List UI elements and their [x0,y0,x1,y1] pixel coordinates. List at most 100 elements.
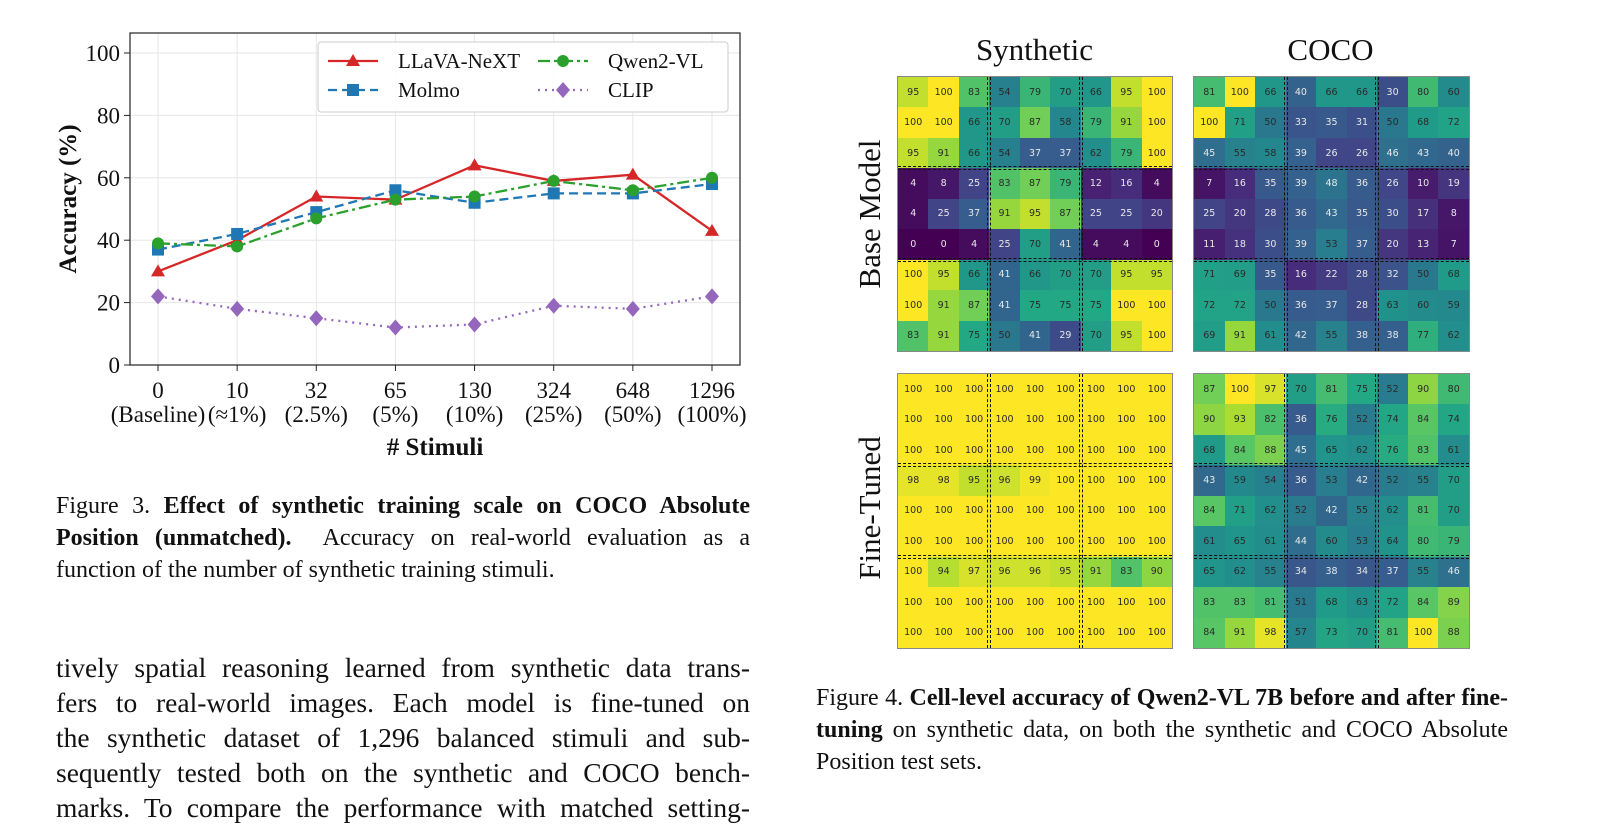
heatmap-cell: 87 [1050,198,1081,230]
x-tick-sublabel: (2.5%) [285,402,348,427]
heatmap-block-divider-vertical [1375,374,1380,648]
heatmap-cell: 30 [1377,77,1408,108]
heatmap-cell: 100 [989,617,1020,648]
heatmap-cell: 37 [1346,229,1378,260]
heatmap-cell: 100 [898,495,929,527]
heatmap-cell: 100 [898,259,929,291]
heatmap-block-divider-vertical [987,77,992,351]
data-point-clip [230,300,245,317]
heatmap-cell: 100 [1080,404,1112,435]
series-group [151,158,719,336]
y-tick-label: 20 [97,291,120,316]
heatmap-cell: 16 [1224,168,1256,199]
heatmap-cell: 99 [1019,465,1051,496]
heatmap-cell: 100 [1019,495,1051,527]
heatmap-cell: 79 [1080,107,1112,138]
heatmap-cell: 0 [1141,229,1172,260]
heatmap-cell: 69 [1224,259,1256,291]
heatmap-cell: 100 [928,434,959,466]
heatmap-cell: 19 [1438,168,1469,199]
heatmap-cell: 100 [1141,320,1172,351]
heatmap-cell: 66 [958,107,990,138]
data-point-clip [546,297,561,314]
heatmap-cell: 100 [898,290,929,321]
x-tick-sublabel: (100%) [678,402,747,427]
data-point-qwen2-vl [706,171,718,184]
heatmap-cell: 84 [1194,617,1225,648]
heatmap-cell: 96 [989,556,1020,588]
figure4-title: Cell-level accuracy of Qwen2-VL 7B befor… [816,685,1508,743]
heatmap-cell: 32 [1377,259,1408,291]
heatmap-cell: 52 [1285,495,1317,527]
heatmap-cell: 55 [1316,320,1347,351]
y-tick-label: 80 [97,103,120,128]
heatmap-cell: 94 [928,556,959,588]
heatmap-cell: 11 [1194,229,1225,260]
heatmap-cell: 28 [1255,198,1286,230]
heatmap-cell: 71 [1224,495,1256,527]
heatmap-cell: 95 [1111,320,1142,351]
heatmap-cell: 50 [1407,259,1439,291]
heatmap-cell: 60 [1407,290,1439,321]
heatmap-cell: 72 [1438,107,1469,138]
legend-label-qwen2-vl: Qwen2-VL [608,49,704,73]
heatmap-cell: 81 [1407,495,1439,527]
heatmap-cell: 55 [1407,556,1439,588]
heatmap-cell: 66 [1346,77,1378,108]
legend-marker-qwen2-vl [557,55,569,67]
figure3-line-chart: 0204060801000(Baseline)10(≈1%)32(2.5%)65… [55,32,747,461]
heatmap-cell: 100 [958,617,990,648]
heatmap-cell: 39 [1285,229,1317,260]
heatmap-cell: 28 [1346,290,1378,321]
heatmap-row-title-finetuned: Fine-Tuned [852,436,887,580]
heatmap-cell: 77 [1407,320,1439,351]
heatmap-finetuned-synthetic: 100 100 100 100 100 100 100 100 100 100 100 100 100 1… [897,373,1173,649]
data-point-llava-next [625,167,640,180]
data-point-qwen2-vl [231,240,244,253]
heatmap-cell: 50 [1255,290,1286,321]
heatmap-cell: 100 [1080,374,1112,405]
heatmap-cell: 84 [1407,587,1439,618]
heatmap-cell: 95 [958,465,990,496]
heatmap-cell: 26 [1346,137,1378,169]
heatmap-cell: 100 [1019,434,1051,466]
heatmap-cell: 75 [1346,374,1378,405]
data-point-llava-next [467,158,482,171]
heatmap-cell: 87 [1019,107,1051,138]
heatmap-cell: 70 [1019,229,1051,260]
legend-box [317,41,729,113]
heatmap-cell: 72 [1377,587,1408,618]
heatmap-cell: 100 [1111,495,1142,527]
heatmap-cell: 100 [898,526,929,557]
heatmap-cell: 88 [1438,617,1469,648]
heatmap-cell: 43 [1407,137,1439,169]
plot-frame [129,32,741,366]
heatmap-block-divider-horizontal [898,257,1172,262]
heatmap-cell: 63 [1346,587,1378,618]
heatmap-cell: 20 [1224,198,1256,230]
heatmap-block-divider-vertical [1283,374,1288,648]
heatmap-cell: 4 [958,229,990,260]
heatmap-cell: 76 [1316,404,1347,435]
data-point-qwen2-vl [468,190,481,203]
heatmap-cell: 37 [1050,137,1081,169]
heatmap-cell: 100 [1141,290,1172,321]
heatmap-cell: 41 [989,259,1020,291]
heatmap-cell: 75 [958,320,990,351]
heatmap-cell: 52 [1377,465,1408,496]
heatmap-block-divider-vertical [987,374,992,648]
heatmap-cell: 80 [1438,374,1469,405]
heatmap-cell: 35 [1346,198,1378,230]
heatmap-cell: 91 [928,137,959,169]
heatmap-cell: 81 [1377,617,1408,648]
heatmap-cell: 43 [1316,198,1347,230]
heatmap-cell: 97 [1255,374,1286,405]
y-tick-label: 60 [97,166,120,191]
heatmap-cell: 16 [1285,259,1317,291]
heatmap-cell: 59 [1438,290,1469,321]
heatmap-cell: 25 [1111,198,1142,230]
heatmap-cell: 100 [1141,495,1172,527]
heatmap-block-divider-vertical [1078,374,1083,648]
y-axis-label: Accuracy (%) [55,124,82,273]
heatmap-cell: 38 [1346,320,1378,351]
